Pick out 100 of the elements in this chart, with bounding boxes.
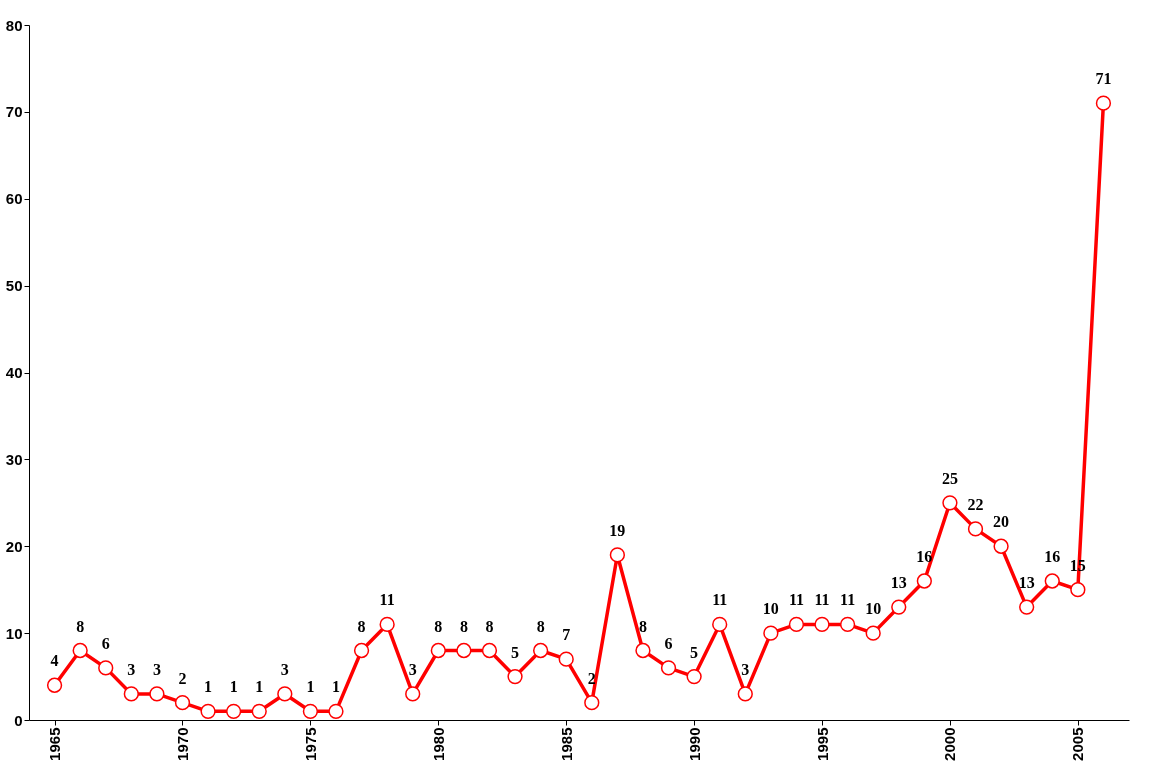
point — [200, 703, 216, 719]
point — [98, 660, 114, 676]
data-label: 3 — [280, 660, 289, 678]
data-label: 11 — [840, 591, 856, 609]
point — [1095, 95, 1112, 111]
point — [174, 695, 191, 711]
y-tick-label: 30 — [5, 450, 23, 468]
data-label: 1 — [255, 678, 264, 696]
data-label: 8 — [434, 617, 443, 635]
x-tick-label: 2005 — [1069, 727, 1087, 761]
data-label: 2 — [178, 669, 187, 687]
data-label: 3 — [127, 660, 136, 678]
point — [507, 668, 523, 685]
point — [277, 686, 293, 702]
point — [328, 703, 344, 719]
data-label: 10 — [865, 600, 882, 618]
point — [686, 668, 702, 685]
data-label: 6 — [664, 634, 673, 652]
data-label: 4 — [50, 652, 59, 670]
data-label: 22 — [967, 495, 984, 513]
data-label: 71 — [1095, 70, 1112, 88]
x-tick-label: 1965 — [46, 727, 64, 761]
data-label: 8 — [485, 617, 494, 635]
point — [558, 651, 574, 667]
point — [72, 642, 88, 659]
point — [1019, 599, 1035, 615]
data-label: 3 — [408, 660, 417, 678]
data-label: 2 — [587, 669, 596, 687]
point — [532, 642, 549, 659]
x-tick-label: 1995 — [813, 727, 831, 761]
y-tick-label: 20 — [5, 537, 23, 555]
point — [584, 695, 600, 711]
data-label: 11 — [379, 591, 395, 609]
y-tick-label: 10 — [5, 624, 23, 642]
point — [481, 642, 498, 659]
data-label: 11 — [712, 591, 728, 609]
data-label: 13 — [1018, 574, 1035, 592]
data-label: 3 — [741, 660, 750, 678]
point — [993, 538, 1009, 554]
data-label: 1 — [331, 678, 340, 696]
y-tick-label: 60 — [5, 190, 23, 208]
data-label: 1 — [306, 678, 315, 696]
x-tick-label: 1975 — [301, 727, 319, 761]
point — [353, 642, 370, 659]
point — [712, 616, 728, 633]
data-label: 8 — [76, 617, 85, 635]
point — [967, 521, 984, 537]
data-label: 13 — [890, 574, 907, 592]
point — [226, 703, 242, 719]
point — [123, 686, 139, 702]
y-tick-label: 50 — [5, 277, 23, 295]
data-label: 8 — [459, 617, 468, 635]
y-tick-label: 80 — [5, 16, 23, 34]
data-label: 5 — [511, 643, 520, 661]
x-tick-label: 1990 — [685, 727, 703, 761]
x-tick-label: 2000 — [941, 727, 959, 761]
point — [763, 625, 779, 641]
data-label: 1 — [229, 678, 238, 696]
y-tick-label: 0 — [14, 711, 23, 729]
data-label: 11 — [814, 591, 830, 609]
data-label: 7 — [562, 626, 571, 644]
point — [302, 703, 319, 719]
data-label: 16 — [1044, 548, 1061, 565]
point — [916, 573, 932, 589]
data-label: 19 — [609, 521, 626, 539]
point — [609, 547, 626, 563]
data-label: 11 — [788, 591, 804, 609]
data-label: 3 — [152, 660, 161, 678]
point — [865, 625, 881, 641]
data-label: 25 — [941, 469, 958, 487]
point — [149, 686, 165, 702]
data-label: 1 — [204, 678, 213, 696]
y-tick-label: 70 — [5, 103, 23, 121]
x-tick-label: 1980 — [429, 727, 447, 761]
data-label: 8 — [638, 617, 647, 635]
point — [379, 616, 395, 633]
data-label: 8 — [357, 617, 366, 635]
point — [1044, 573, 1060, 589]
point — [456, 642, 472, 659]
point — [660, 660, 677, 676]
point — [251, 703, 267, 719]
point — [430, 642, 446, 659]
y-tick-label: 40 — [5, 364, 23, 381]
x-tick-label: 1985 — [557, 727, 575, 761]
point — [942, 495, 958, 511]
point — [788, 616, 805, 633]
data-label: 20 — [993, 513, 1010, 531]
data-label: 8 — [536, 617, 545, 635]
point — [839, 616, 856, 633]
point — [405, 686, 421, 702]
point — [635, 642, 651, 659]
x-tick-label: 1970 — [173, 727, 191, 761]
data-label: 10 — [762, 600, 779, 618]
data-label: 16 — [916, 548, 933, 565]
data-label: 5 — [690, 643, 699, 661]
point — [1070, 582, 1086, 598]
point — [891, 599, 907, 615]
point — [46, 677, 63, 693]
data-label: 6 — [101, 634, 110, 652]
point — [737, 686, 753, 702]
